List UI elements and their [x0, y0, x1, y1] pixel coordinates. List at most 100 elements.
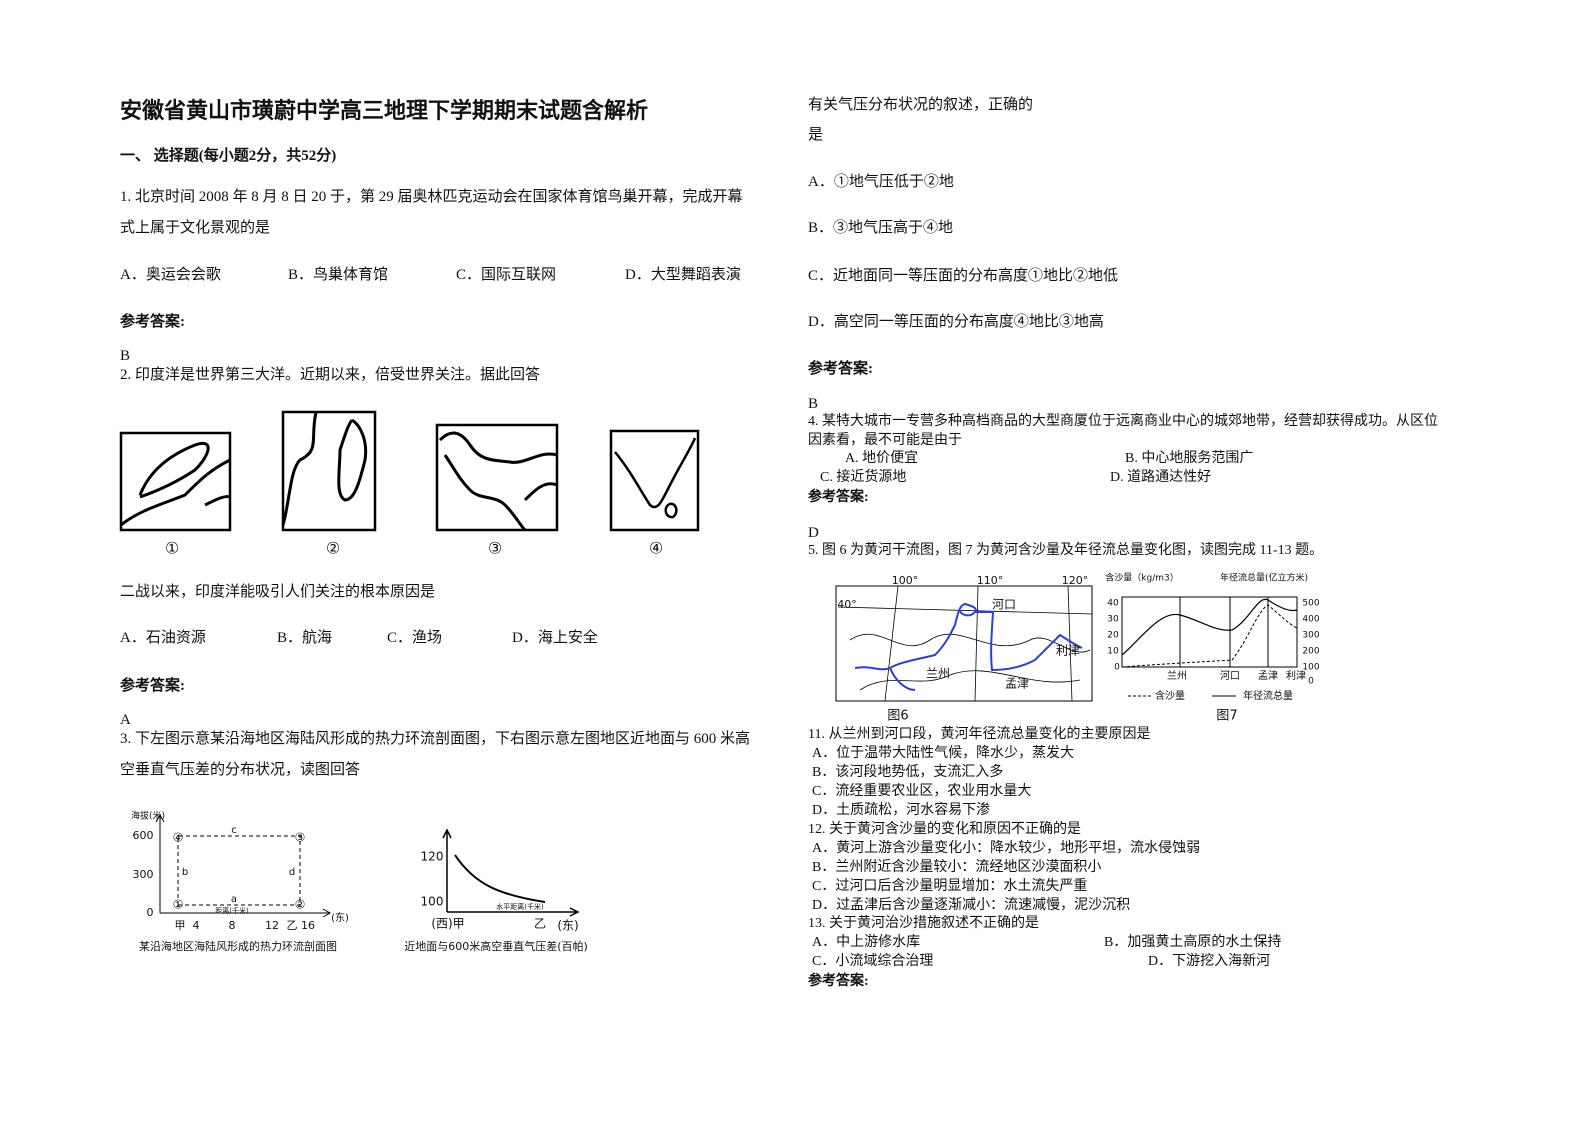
- option: D. 道路通达性好: [1110, 470, 1212, 485]
- question-stem: 11. 从兰州到河口段，黄河年径流总量变化的主要原因是: [808, 727, 1151, 742]
- figure-label: 110°: [977, 574, 1004, 587]
- option: A．黄河上游含沙量变化小：降水较少，地形平坦，流水侵蚀弱: [812, 841, 1201, 856]
- figure-label: 0: [1114, 663, 1120, 673]
- option: B．加强黄土高原的水土保持: [1104, 935, 1282, 950]
- answer-label: 参考答案:: [808, 490, 869, 505]
- figure-label: 河口: [992, 598, 1016, 612]
- option: A．位于温带大陆性气候，降水少，蒸发大: [812, 746, 1075, 761]
- figure-label: 100: [1302, 663, 1319, 673]
- figure-label: b: [182, 867, 188, 878]
- option: C. 接近货源地: [820, 470, 907, 485]
- option: B．鸟巢体育馆: [288, 267, 389, 283]
- figure-label: 乙: [287, 919, 298, 932]
- figure-label: 距离(千米): [215, 906, 249, 915]
- question-stem: 1. 北京时间 2008 年 8 月 8 日 20 于，第 29 届奥林匹克运动…: [120, 189, 743, 236]
- figure-label: 10: [1107, 647, 1119, 657]
- figure-label: 120°: [1062, 574, 1089, 587]
- answer: B: [808, 396, 819, 412]
- option: A．①地气压低于②地: [808, 174, 954, 190]
- figure-label: 含沙量: [1155, 689, 1185, 702]
- question-stem: 13. 关于黄河治沙措施叙述不正确的是: [808, 916, 1039, 931]
- figure-label: 20: [1107, 631, 1119, 641]
- section-heading: 一、 选择题(每小题2分，共52分): [120, 148, 337, 164]
- figure-label: 图6: [887, 709, 908, 724]
- figure-label: 120: [421, 850, 444, 864]
- figure-label: 甲: [175, 919, 186, 932]
- title: 安徽省黄山市璜蔚中学高三地理下学期期末试题含解析: [120, 98, 649, 123]
- figure-label: 500: [1302, 599, 1319, 609]
- figure-label: (东): [331, 911, 349, 924]
- figure-label: a: [231, 894, 237, 905]
- figure-label: 400: [1302, 615, 1319, 625]
- answer: D: [808, 525, 819, 541]
- option: A. 地价便宜: [845, 451, 919, 466]
- figure-label: 40°: [837, 598, 857, 611]
- option: C．流经重要农业区，农业用水量大: [812, 784, 1032, 799]
- figure-label: 含沙量（kg/m3）: [1105, 572, 1178, 584]
- question-stem: 有关气压分布状况的叙述，正确的: [808, 97, 1034, 113]
- option: D．大型舞蹈表演: [625, 267, 741, 283]
- option: C．过河口后含沙量明显增加：水土流失严重: [812, 879, 1088, 894]
- option: C．近地面同一等压面的分布高度①地比②地低: [808, 268, 1119, 284]
- figure-label: ①: [165, 539, 179, 558]
- figure-label: ①: [173, 898, 184, 912]
- option: C．国际互联网: [456, 267, 557, 283]
- question-stem: 12. 关于黄河含沙量的变化和原因不正确的是: [808, 822, 1081, 837]
- figure-label: (西)甲: [431, 917, 464, 931]
- figure-label: 600: [133, 829, 154, 842]
- answer: B: [120, 348, 131, 364]
- answer-label: 参考答案:: [808, 974, 869, 989]
- figure-label: 年径流总量: [1243, 689, 1293, 702]
- option: A．石油资源: [120, 630, 206, 646]
- figure-label: 40: [1107, 599, 1119, 609]
- option: B．该河段地势低，支流汇入多: [812, 765, 1004, 780]
- sediment-chart: 含沙量（kg/m3） 年径流总量(亿立方米) 40 30 20 10 0 500…: [1105, 572, 1320, 724]
- circulation-figure: 海拔(米) 600 300 0 甲 4 8 12 乙 16 (东) 距离(千米)…: [131, 810, 349, 954]
- figure-label: 8: [229, 919, 236, 932]
- question-stem: 3. 下左图示意某沿海地区海陆风形成的热力环流剖面图，下右图示意左图地区近地面与…: [120, 731, 751, 778]
- answer-label: 参考答案:: [120, 314, 185, 330]
- question-stem: 4. 某特大城市一专营多种高档商品的大型商厦位于远离商业中心的城郊地带，经营却获…: [808, 414, 1438, 448]
- map-set: ① ② ③ ④: [119, 410, 700, 558]
- figure-label: d: [289, 867, 295, 878]
- figure-label: 乙: [534, 917, 546, 931]
- figure-label: 年径流总量(亿立方米): [1220, 572, 1308, 584]
- figure-label: ③: [488, 539, 502, 558]
- figure-label: ②: [295, 898, 306, 912]
- figure-label: 某沿海地区海陆风形成的热力环流剖面图: [139, 939, 337, 953]
- figure-label: 孟津: [1258, 670, 1278, 682]
- figure-label: 海拔(米): [131, 810, 165, 822]
- figure-label: 利津: [1286, 670, 1306, 682]
- figure-label: 12: [265, 919, 279, 932]
- option: D．土质疏松，河水容易下渗: [812, 803, 991, 818]
- figure-label: 0: [1308, 677, 1314, 687]
- figure-label: ②: [326, 539, 340, 558]
- figure-label: 30: [1107, 615, 1119, 625]
- question-stem: 2. 印度洋是世界第三大洋。近期以来，倍受世界关注。据此回答: [120, 367, 541, 383]
- figure-label: 300: [133, 868, 154, 881]
- figure-label: 200: [1302, 647, 1319, 657]
- figure-label: c: [231, 825, 237, 836]
- option: D．过孟津后含沙量逐渐减小：流速减慢，泥沙沉积: [812, 898, 1131, 913]
- figure-label: ③: [295, 831, 306, 845]
- yellow-river-map: 100° 110° 120° 40° 河口 兰州 孟津 利津 图6: [835, 574, 1093, 724]
- figure-label: 河口: [1220, 670, 1240, 682]
- figure-label: 近地面与600米高空垂直气压差(百帕): [404, 939, 588, 953]
- option: B．航海: [277, 630, 333, 646]
- option: A．中上游修水库: [812, 935, 921, 950]
- answer: A: [120, 712, 131, 728]
- answer-label: 参考答案:: [808, 361, 873, 377]
- figure-label: 0: [147, 906, 154, 919]
- figure-label: 图7: [1216, 709, 1237, 724]
- option: D．下游挖入海新河: [1148, 954, 1271, 969]
- figure-label: 100: [421, 895, 444, 909]
- option: B．③地气压高于④地: [808, 220, 954, 236]
- option: C．渔场: [387, 630, 443, 646]
- question-stem: 是: [808, 127, 824, 143]
- figure-label: ④: [649, 539, 663, 558]
- option: D．海上安全: [512, 630, 598, 646]
- figure-label: (东): [557, 919, 578, 933]
- pressure-figure: 120 100 (西)甲 乙 (东) 水平距离(千米) 近地面与600米高空垂直…: [404, 828, 588, 953]
